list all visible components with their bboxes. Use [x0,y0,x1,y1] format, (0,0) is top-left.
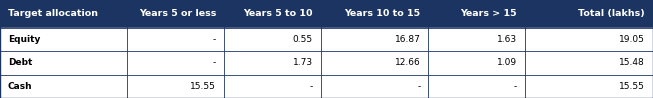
Text: -: - [213,35,216,44]
Text: 19.05: 19.05 [619,35,645,44]
Text: Years 10 to 15: Years 10 to 15 [344,10,421,18]
Text: -: - [310,82,313,91]
Text: 15.48: 15.48 [620,59,645,67]
Text: 16.87: 16.87 [394,35,421,44]
Text: Equity: Equity [8,35,40,44]
Text: Cash: Cash [8,82,33,91]
Text: 12.66: 12.66 [395,59,421,67]
Text: 1.09: 1.09 [497,59,517,67]
Bar [0,28,653,51]
Text: 15.55: 15.55 [190,82,216,91]
Text: Debt: Debt [8,59,32,67]
Text: 0.55: 0.55 [293,35,313,44]
Text: -: - [213,59,216,67]
Text: Total (lakhs): Total (lakhs) [579,10,645,18]
Text: Years > 15: Years > 15 [460,10,517,18]
Text: Years 5 or less: Years 5 or less [139,10,216,18]
Bar [0,0,653,28]
Bar [0,51,653,75]
Text: 1.63: 1.63 [497,35,517,44]
Text: 1.73: 1.73 [293,59,313,67]
Text: 15.55: 15.55 [619,82,645,91]
Text: Years 5 to 10: Years 5 to 10 [244,10,313,18]
Bar [0,75,653,98]
Text: -: - [514,82,517,91]
Text: -: - [417,82,421,91]
Text: Target allocation: Target allocation [8,10,98,18]
